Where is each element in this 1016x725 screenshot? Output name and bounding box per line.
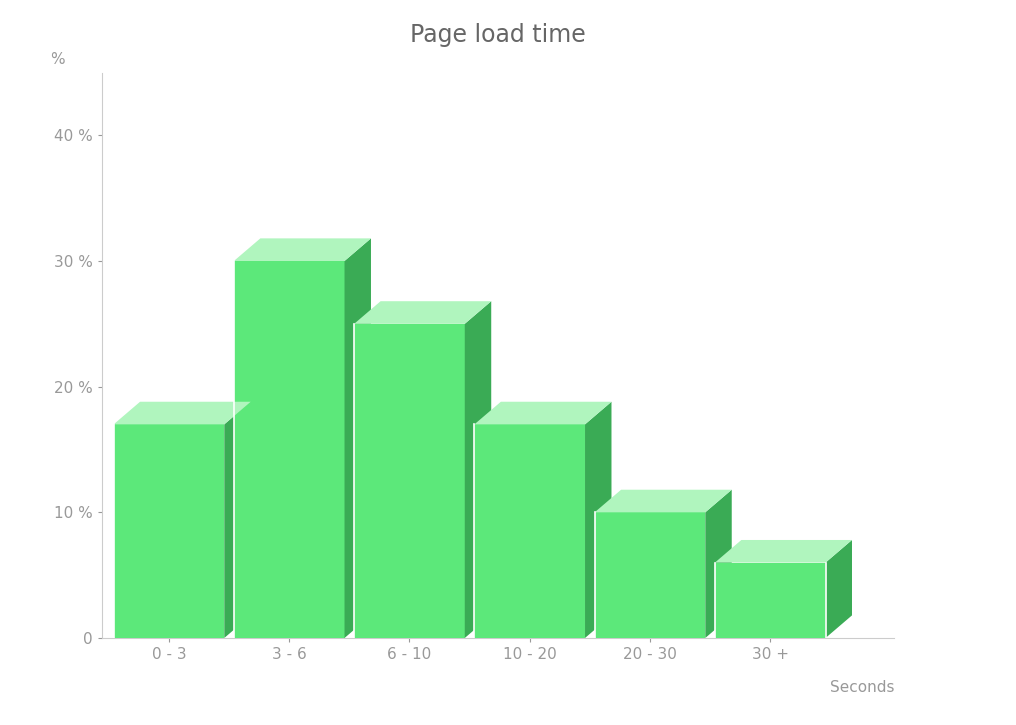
Polygon shape <box>464 301 491 638</box>
Polygon shape <box>234 261 344 638</box>
Polygon shape <box>234 239 371 261</box>
Text: Seconds: Seconds <box>830 680 894 695</box>
Polygon shape <box>715 563 826 638</box>
Text: %: % <box>50 52 65 67</box>
Title: Page load time: Page load time <box>410 23 585 47</box>
Polygon shape <box>474 424 585 638</box>
Polygon shape <box>474 402 612 424</box>
Polygon shape <box>705 489 732 638</box>
Polygon shape <box>594 513 705 638</box>
Polygon shape <box>826 540 852 638</box>
Polygon shape <box>114 424 225 638</box>
Polygon shape <box>344 239 371 638</box>
Polygon shape <box>585 402 612 638</box>
Polygon shape <box>225 402 251 638</box>
Polygon shape <box>355 324 464 638</box>
Polygon shape <box>715 540 852 563</box>
Polygon shape <box>594 489 732 513</box>
Polygon shape <box>355 301 491 324</box>
Polygon shape <box>114 402 251 424</box>
